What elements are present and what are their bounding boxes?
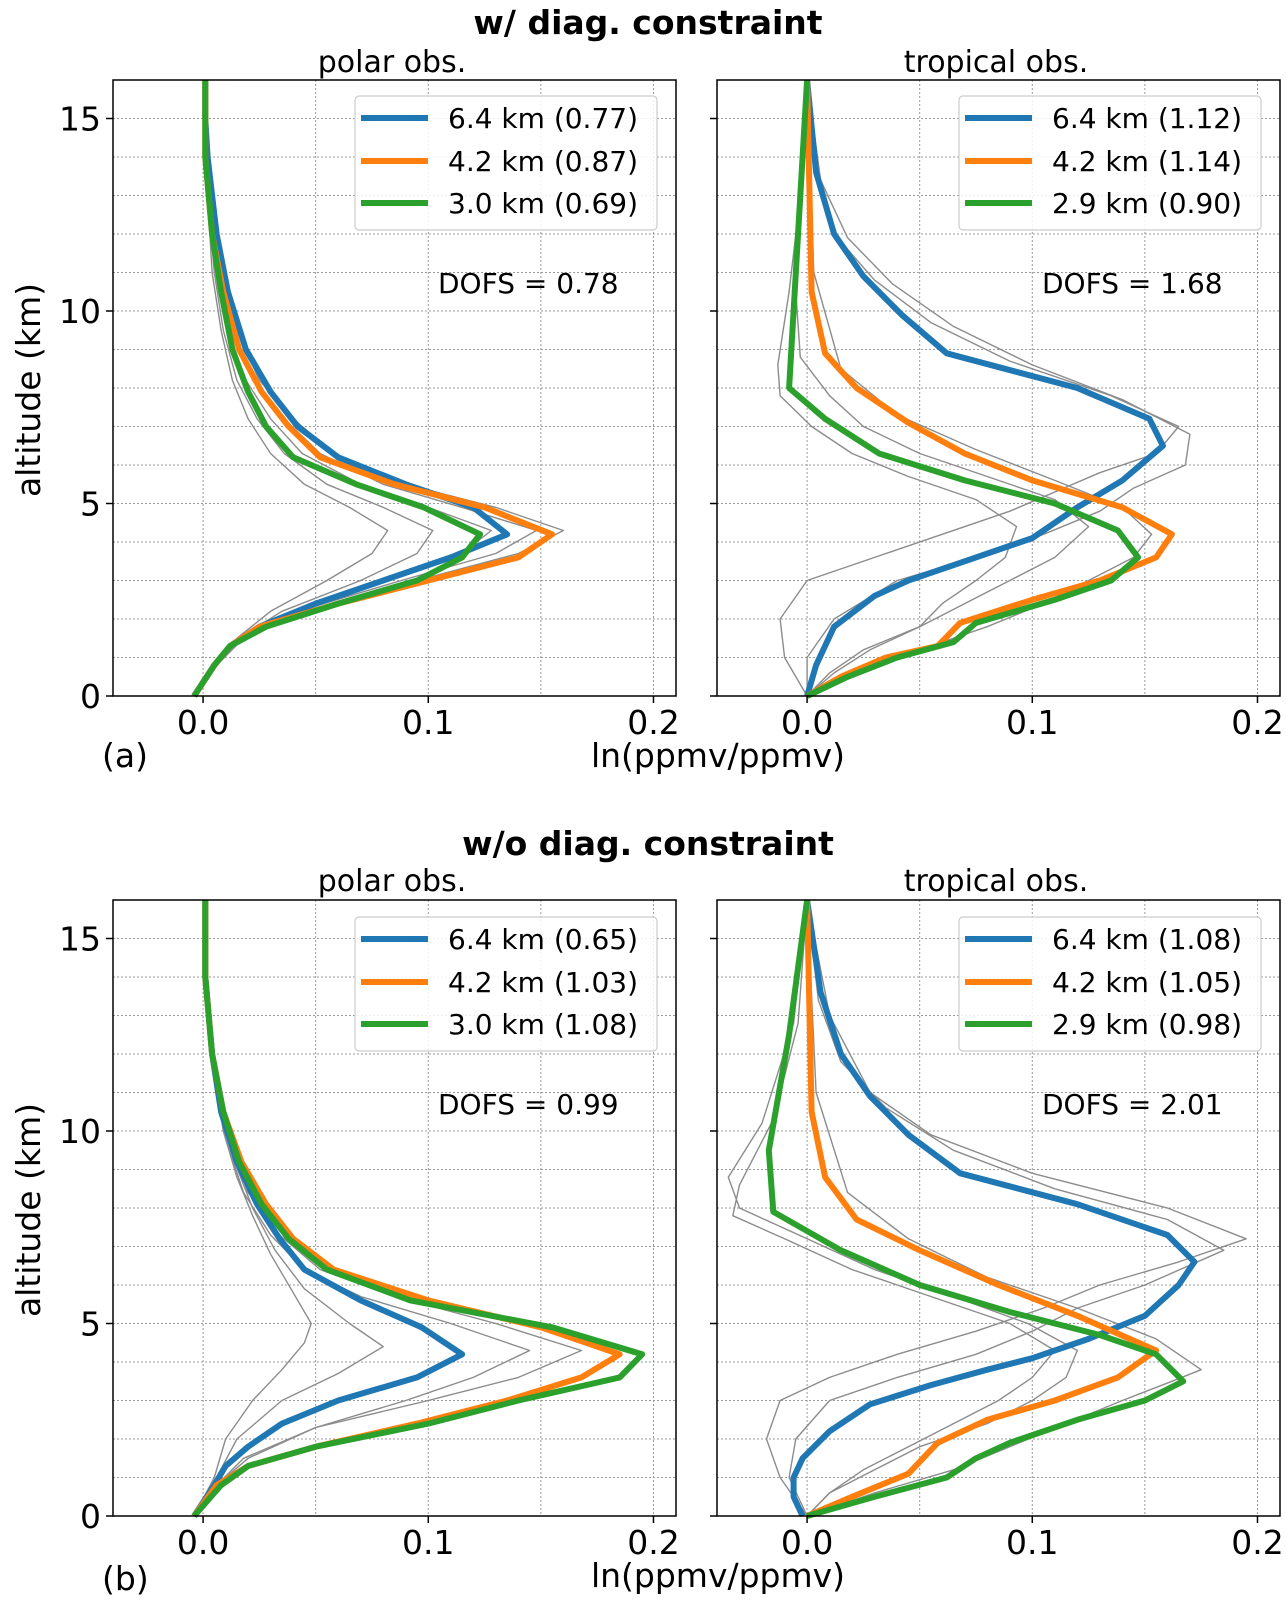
legend: 6.4 km (1.08) 4.2 km (1.05) 2.9 km (0.98… xyxy=(958,916,1262,1052)
row-b: w/o diag. constraint altitude (km) ln(pp… xyxy=(9,824,1284,1598)
axes-frame xyxy=(716,79,1281,697)
row-a-title: w/ diag. constraint xyxy=(473,3,822,42)
axes-frame xyxy=(112,79,677,697)
legend-label: 6.4 km (0.77) xyxy=(448,102,638,135)
series-line-2 xyxy=(191,80,484,698)
legend-label: 2.9 km (0.90) xyxy=(1052,187,1242,220)
panel-b-tropical: tropical obs. 0.0 0.1 0.2 6.4 km (1.08) 4.… xyxy=(710,864,1284,1562)
legend-label: 6.4 km (1.12) xyxy=(1052,102,1242,135)
row-b-xlabel: ln(ppmv/ppmv) xyxy=(591,1556,845,1595)
legend: 6.4 km (0.65) 4.2 km (1.03) 3.0 km (1.08… xyxy=(354,916,658,1052)
y-tick-label: 5 xyxy=(80,485,101,524)
legend-label: 3.0 km (1.08) xyxy=(448,1008,638,1041)
row-b-label: (b) xyxy=(102,1559,149,1598)
row-a: w/ diag. constraint altitude (km) ln(ppm… xyxy=(9,3,1284,775)
series-line-0 xyxy=(790,899,1198,1518)
kernel-line xyxy=(193,79,389,697)
dofs-annotation: DOFS = 0.99 xyxy=(438,1088,619,1121)
legend-label: 2.9 km (0.98) xyxy=(1052,1008,1242,1041)
legend-label: 6.4 km (0.65) xyxy=(448,923,638,956)
y-tick-label: 10 xyxy=(59,292,101,331)
panel-subtitle: tropical obs. xyxy=(904,45,1088,80)
dofs-annotation: DOFS = 1.68 xyxy=(1042,267,1223,300)
panel-a-tropical: tropical obs. 0.0 0.1 0.2 6.4 km (1.12) 4.… xyxy=(710,45,1284,742)
series-line-2 xyxy=(191,900,646,1518)
kernel-line xyxy=(727,899,1078,1517)
x-tick-label: 0.1 xyxy=(402,1523,454,1562)
axes-frame xyxy=(716,899,1281,1517)
y-tick-label: 0 xyxy=(80,677,101,716)
panel-subtitle: polar obs. xyxy=(318,45,467,80)
series-line-2 xyxy=(765,899,1187,1519)
legend: 6.4 km (0.77) 4.2 km (0.87) 3.0 km (0.69… xyxy=(354,95,658,231)
legend-label: 4.2 km (0.87) xyxy=(448,145,638,178)
kernel-line xyxy=(795,79,1090,697)
x-tick-label: 0.1 xyxy=(1006,703,1058,742)
x-tick-label: 0.2 xyxy=(627,1523,679,1562)
kernel-line xyxy=(765,899,1247,1517)
y-tick-label: 0 xyxy=(80,1497,101,1536)
x-tick-label: 0.2 xyxy=(1231,703,1283,742)
x-tick-label: 0.0 xyxy=(781,1523,833,1562)
legend-label: 6.4 km (1.08) xyxy=(1052,923,1242,956)
row-a-ylabel: altitude (km) xyxy=(9,283,48,497)
legend-label: 4.2 km (1.03) xyxy=(448,966,638,999)
series-line-2 xyxy=(786,79,1142,699)
panel-subtitle: polar obs. xyxy=(318,864,467,899)
row-b-title: w/o diag. constraint xyxy=(462,824,834,863)
x-tick-label: 0.1 xyxy=(402,703,454,742)
kernel-line xyxy=(732,899,1056,1517)
kernel-line xyxy=(777,79,1018,697)
dofs-annotation: DOFS = 2.01 xyxy=(1042,1088,1223,1121)
row-a-label: (a) xyxy=(102,736,148,775)
y-tick-label: 10 xyxy=(59,1112,101,1151)
axes-frame xyxy=(112,899,677,1517)
panel-b-polar: polar obs. 0.0 0.1 0.2 0 5 10 15 6.4 km (0.65)… xyxy=(59,864,680,1562)
x-tick-label: 0.0 xyxy=(177,703,229,742)
x-tick-label: 0.0 xyxy=(781,703,833,742)
y-tick-label: 15 xyxy=(59,100,101,139)
panel-subtitle: tropical obs. xyxy=(904,864,1088,899)
x-tick-label: 0.2 xyxy=(627,703,679,742)
y-tick-label: 5 xyxy=(80,1305,101,1344)
dofs-annotation: DOFS = 0.78 xyxy=(438,267,619,300)
kernel-line xyxy=(779,79,1180,697)
series-line-0 xyxy=(804,79,1166,697)
x-tick-label: 0.0 xyxy=(177,1523,229,1562)
panel-a-polar: polar obs. 0.0 0.1 0.2 0 5 10 15 6.4 km (0.77)… xyxy=(59,45,680,742)
legend-label: 4.2 km (1.14) xyxy=(1052,145,1242,178)
x-tick-label: 0.1 xyxy=(1006,1523,1058,1562)
legend-label: 3.0 km (0.69) xyxy=(448,187,638,220)
legend: 6.4 km (1.12) 4.2 km (1.14) 2.9 km (0.90… xyxy=(958,95,1262,231)
y-tick-label: 15 xyxy=(59,920,101,959)
row-a-xlabel: ln(ppmv/ppmv) xyxy=(591,736,845,775)
x-tick-label: 0.2 xyxy=(1231,1523,1283,1562)
legend-label: 4.2 km (1.05) xyxy=(1052,966,1242,999)
row-b-ylabel: altitude (km) xyxy=(9,1103,48,1317)
